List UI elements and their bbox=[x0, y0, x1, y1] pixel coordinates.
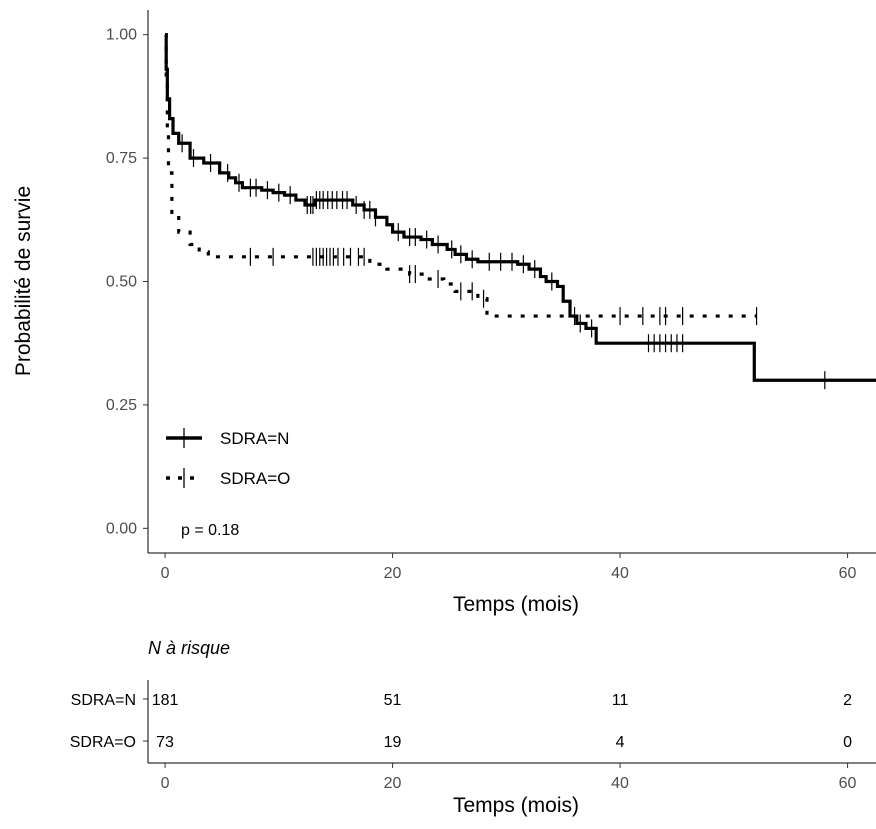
y-tick-label: 0.00 bbox=[106, 520, 137, 537]
risk-table-x-axis-ticks: 0 20 40 60 bbox=[161, 763, 857, 792]
risk-x-tick-label: 0 bbox=[161, 775, 170, 792]
risk-row-sdra-o: SDRA=O 73 19 4 0 bbox=[70, 734, 852, 751]
risk-row-label: SDRA=N bbox=[71, 692, 136, 709]
x-tick-label: 60 bbox=[839, 565, 857, 582]
risk-x-tick-label: 40 bbox=[611, 775, 629, 792]
legend-item-sdra-n: SDRA=N bbox=[166, 428, 289, 448]
legend-label-sdra-n: SDRA=N bbox=[220, 429, 289, 448]
p-value-annotation: p = 0.18 bbox=[181, 522, 239, 539]
risk-count: 0 bbox=[843, 734, 852, 751]
risk-row-sdra-n: SDRA=N 181 51 11 2 bbox=[71, 692, 852, 709]
x-tick-label: 0 bbox=[161, 565, 170, 582]
risk-x-tick-label: 20 bbox=[384, 775, 402, 792]
curve-sdra-o bbox=[164, 33, 757, 318]
y-tick-label: 0.75 bbox=[106, 150, 137, 167]
y-tick-label: 0.50 bbox=[106, 274, 137, 291]
risk-table-title: N à risque bbox=[148, 638, 230, 658]
x-tick-label: 20 bbox=[384, 565, 402, 582]
legend-label-sdra-o: SDRA=O bbox=[220, 469, 290, 488]
risk-count: 19 bbox=[384, 734, 402, 751]
risk-row-label: SDRA=O bbox=[70, 734, 136, 751]
risk-count: 181 bbox=[152, 692, 179, 709]
legend: SDRA=N SDRA=O bbox=[166, 428, 290, 488]
risk-count: 73 bbox=[156, 734, 174, 751]
censor-marks bbox=[181, 134, 826, 390]
risk-count: 4 bbox=[616, 734, 625, 751]
legend-item-sdra-o: SDRA=O bbox=[166, 468, 290, 488]
x-axis-ticks: 0 20 40 60 bbox=[161, 553, 857, 582]
survival-plot: 0.00 0.25 0.50 0.75 1.00 0 20 40 60 Probabilité… bbox=[12, 10, 876, 616]
survival-curves bbox=[164, 33, 876, 382]
risk-table-rows: SDRA=N 181 51 11 2 SDRA=O 73 19 4 0 bbox=[70, 692, 852, 751]
y-axis-title: Probabilité de survie bbox=[12, 186, 35, 376]
risk-count: 51 bbox=[384, 692, 402, 709]
x-axis-title: Temps (mois) bbox=[453, 593, 579, 616]
risk-count: 11 bbox=[612, 692, 629, 709]
y-tick-label: 1.00 bbox=[106, 27, 137, 44]
risk-x-tick-label: 60 bbox=[839, 775, 857, 792]
curve-sdra-n bbox=[164, 33, 876, 382]
risk-table-x-axis-title: Temps (mois) bbox=[453, 794, 579, 817]
y-tick-label: 0.25 bbox=[106, 397, 137, 414]
x-tick-label: 40 bbox=[611, 565, 629, 582]
risk-count: 2 bbox=[843, 692, 852, 709]
y-axis-ticks: 0.00 0.25 0.50 0.75 1.00 bbox=[106, 27, 148, 537]
